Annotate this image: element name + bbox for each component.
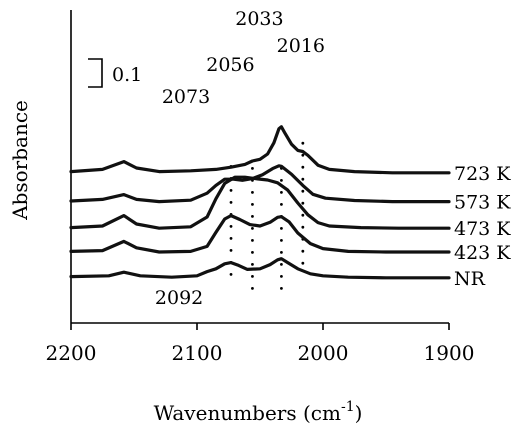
guide-dot-2033 — [280, 263, 283, 266]
guide-dot-2016 — [301, 213, 305, 217]
guide-dot-2016 — [301, 225, 305, 229]
guide-dot-2033 — [280, 179, 283, 182]
series-label-573-k: 573 K — [454, 192, 511, 214]
axes — [70, 10, 449, 324]
scale-bar-bracket — [88, 58, 103, 88]
series-label-nr: NR — [454, 268, 486, 290]
series-line-nr — [69, 257, 451, 280]
series-label-723-k: 723 K — [454, 163, 511, 185]
x-axis-ticks: 2200 2100 2000 1900 — [46, 323, 475, 365]
scale-bar-label: 0.1 — [112, 64, 142, 86]
guide-dot-2016 — [301, 261, 305, 265]
series-label-423-k: 423 K — [454, 242, 511, 264]
guide-dot-2073 — [229, 273, 233, 276]
guide-dot-2056 — [251, 275, 254, 278]
series-line-423-k — [69, 214, 451, 254]
spectra-series — [69, 125, 451, 280]
scale-bar: 0.1 — [88, 58, 142, 88]
peak-label-2056: 2056 — [206, 54, 254, 76]
x-tick-label-2000: 2000 — [298, 341, 349, 365]
y-axis-title: Absorbance — [8, 100, 32, 221]
guide-dot-2033 — [280, 239, 283, 242]
x-axis-title-superscript: -1 — [341, 399, 355, 415]
guide-dot-2016 — [301, 141, 305, 145]
guide-dot-2073 — [229, 249, 233, 252]
x-tick-label-2200: 2200 — [46, 341, 97, 365]
x-axis-title-close: ) — [355, 401, 363, 425]
guide-dot-2073 — [229, 225, 233, 228]
guide-dot-2073 — [229, 237, 233, 240]
guide-dot-2016 — [301, 201, 305, 205]
guide-dot-2056 — [251, 251, 254, 254]
guide-dot-2056 — [251, 167, 254, 170]
peak-label-2073: 2073 — [162, 86, 210, 108]
guide-dot-2033 — [280, 275, 283, 278]
guide-dot-2073 — [229, 189, 233, 192]
guide-dot-2016 — [301, 249, 305, 253]
peak-label-2092: 2092 — [155, 287, 203, 309]
peak-annotations: 2092 2073 2056 2033 2016 — [155, 8, 325, 309]
guide-dot-2016 — [301, 177, 305, 181]
series-label-473-k: 473 K — [454, 218, 511, 240]
guide-dot-2056 — [251, 239, 254, 242]
guide-dot-2016 — [301, 165, 305, 169]
x-axis-title-text: Wavenumbers (cm — [154, 401, 341, 425]
guide-dot-2056 — [251, 191, 254, 194]
guide-dot-2056 — [251, 227, 254, 230]
guide-dot-2033 — [280, 251, 283, 254]
guide-dot-2033 — [280, 287, 283, 290]
guide-dot-2033 — [280, 191, 283, 194]
guide-dot-2016 — [301, 189, 305, 193]
x-tick-label-1900: 1900 — [424, 341, 475, 365]
peak-label-2016: 2016 — [277, 35, 325, 57]
series-line-573-k — [69, 164, 451, 204]
guide-dot-2056 — [251, 203, 254, 206]
peak-label-2033: 2033 — [235, 8, 283, 30]
guide-dot-2056 — [251, 287, 254, 290]
guide-dot-2016 — [301, 153, 305, 157]
guide-dot-2033 — [280, 227, 283, 230]
x-tick-label-2100: 2100 — [172, 341, 223, 365]
guide-dot-2056 — [251, 263, 254, 266]
series-line-723-k — [69, 125, 451, 175]
guide-dot-2056 — [251, 215, 254, 218]
guide-dot-2073 — [229, 201, 233, 204]
guide-dot-2033 — [280, 203, 283, 206]
peak-guide-dots — [229, 141, 305, 290]
x-axis-title: Wavenumbers (cm-1) — [154, 399, 363, 425]
